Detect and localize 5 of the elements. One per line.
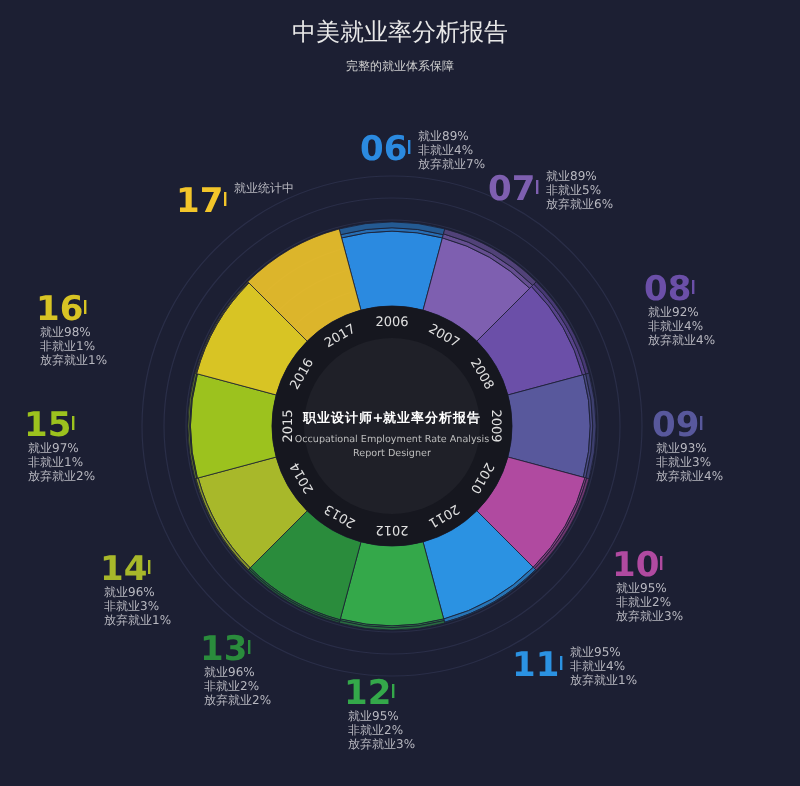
category-label: 11 (512, 646, 560, 686)
category-label: 06 (360, 130, 408, 170)
category-label: 07 (488, 170, 536, 210)
text: 中美就业率分析报告 (292, 18, 508, 46)
category-label: 17 (176, 182, 224, 222)
